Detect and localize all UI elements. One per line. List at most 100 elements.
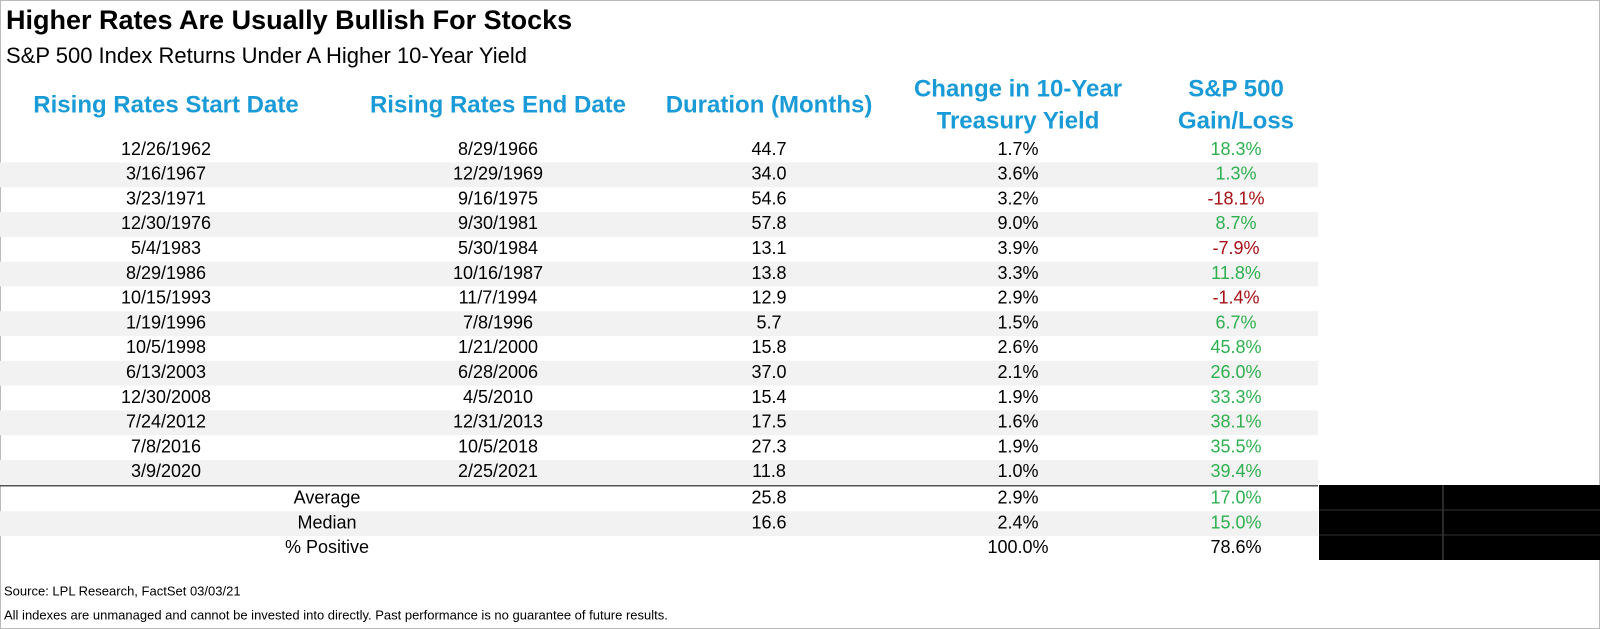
cell: 10/15/1993 (121, 288, 211, 308)
cell: 13.8 (751, 263, 786, 283)
cell: 15.4 (751, 387, 786, 407)
cell: 8/29/1966 (458, 139, 538, 159)
cell: 5/4/1983 (131, 238, 201, 258)
cell: 11.8 (752, 461, 786, 481)
row-band (0, 311, 1318, 336)
cell: 6/13/2003 (126, 362, 206, 382)
cell: 11.8% (1211, 263, 1261, 283)
cell: 3.2% (997, 188, 1038, 208)
cell: 1.3% (1215, 164, 1256, 184)
cell: 3/23/1971 (126, 188, 206, 208)
cell: 6/28/2006 (458, 362, 538, 382)
cell: 4/5/2010 (463, 387, 533, 407)
cell: 10/5/1998 (126, 337, 206, 357)
cell: 12.9 (751, 288, 786, 308)
cell: 1.5% (997, 312, 1038, 332)
cell: 15.8 (751, 337, 786, 357)
cell: 3/9/2020 (131, 461, 201, 481)
column-header: Rising Rates Start Date (33, 91, 298, 118)
row-band (0, 360, 1318, 386)
cell: 33.3% (1210, 387, 1261, 407)
cell: 9/16/1975 (458, 188, 538, 208)
row-band (0, 261, 1318, 287)
row-band (0, 460, 1318, 485)
cell: 2.6% (997, 337, 1038, 357)
cell: 8/29/1986 (126, 263, 206, 283)
cell: 1.6% (997, 412, 1038, 432)
cell: 10/5/2018 (458, 436, 538, 456)
cell: 11/7/1994 (459, 288, 538, 308)
row-band (0, 212, 1318, 237)
black-blocks (1319, 485, 1600, 560)
column-header: Rising Rates End Date (370, 91, 626, 118)
cell: 12/30/1976 (121, 213, 211, 233)
column-header: Treasury Yield (937, 107, 1100, 134)
cell: 3.9% (997, 238, 1038, 258)
cell: 2/25/2021 (458, 461, 538, 481)
cell: 35.5% (1210, 436, 1261, 456)
cell: 2.1% (997, 362, 1038, 382)
cell: 34.0 (751, 164, 786, 184)
summary-cell: 2.9% (997, 488, 1038, 508)
cell: 1.7% (997, 139, 1038, 159)
summary-cell: 16.6 (751, 512, 786, 532)
cell: 8.7% (1215, 213, 1256, 233)
cell: 45.8% (1210, 337, 1261, 357)
cell: 44.7 (751, 139, 786, 159)
cell: 3.3% (997, 263, 1038, 283)
column-header: Duration (Months) (666, 91, 873, 118)
cell: 5.7 (756, 312, 781, 332)
cell: 38.1% (1210, 412, 1261, 432)
cell: 12/26/1962 (121, 139, 211, 159)
cell: 5/30/1984 (458, 238, 538, 258)
cell: 26.0% (1210, 362, 1261, 382)
cell: 1/19/1996 (126, 312, 206, 332)
cell: 3.6% (997, 164, 1038, 184)
summary-cell: 17.0% (1210, 488, 1261, 508)
cell: 12/29/1969 (453, 164, 543, 184)
cell: 7/8/2016 (131, 436, 201, 456)
cell: -1.4% (1212, 288, 1259, 308)
column-header: S&P 500 (1188, 75, 1284, 102)
column-header: Change in 10-Year (914, 75, 1122, 102)
cell: -7.9% (1212, 238, 1259, 258)
cell: 39.4% (1210, 461, 1261, 481)
row-band (0, 410, 1318, 436)
cell: 9.0% (997, 213, 1038, 233)
cell: 12/31/2013 (453, 412, 543, 432)
summary-label: Median (297, 512, 356, 532)
cell: 10/16/1987 (453, 263, 543, 283)
title: Higher Rates Are Usually Bullish For Sto… (6, 5, 572, 35)
summary-cell: 25.8 (751, 488, 786, 508)
cell: 3/16/1967 (126, 164, 206, 184)
cell: 2.9% (997, 288, 1038, 308)
summary-cell: 100.0% (987, 537, 1048, 557)
subtitle: S&P 500 Index Returns Under A Higher 10-… (6, 43, 527, 68)
cell: 9/30/1981 (458, 213, 538, 233)
summary-label: Average (294, 488, 361, 508)
cell: 27.3 (751, 436, 786, 456)
cell: 57.8 (751, 213, 786, 233)
summary-cell: 15.0% (1210, 512, 1261, 532)
cell: 18.3% (1210, 139, 1261, 159)
cell: 13.1 (751, 238, 786, 258)
block (1319, 485, 1600, 560)
row-band (0, 511, 1318, 536)
cell: 1.9% (997, 387, 1038, 407)
cell: 1/21/2000 (458, 337, 538, 357)
cell: 1.0% (997, 461, 1038, 481)
disclaimer: All indexes are unmanaged and cannot be … (4, 607, 668, 622)
source: Source: LPL Research, FactSet 03/03/21 (4, 583, 241, 598)
cell: 1.9% (997, 436, 1038, 456)
summary-cell: 2.4% (997, 512, 1038, 532)
cell: 6.7% (1215, 312, 1256, 332)
cell: 7/8/1996 (463, 312, 533, 332)
summary-cell: 78.6% (1210, 537, 1261, 557)
cell: 12/30/2008 (121, 387, 211, 407)
summary-label: % Positive (285, 537, 369, 557)
column-header: Gain/Loss (1178, 107, 1294, 134)
cell: -18.1% (1207, 188, 1264, 208)
row-band (0, 162, 1318, 188)
cell: 7/24/2012 (126, 412, 206, 432)
